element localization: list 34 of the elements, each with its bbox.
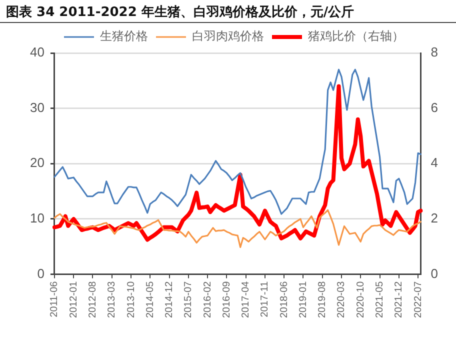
y-tick-label: 10 — [30, 210, 44, 226]
chart-title: 图表 34 2011-2022 年生猪、白羽鸡价格及比价，元/公斤 — [0, 0, 456, 23]
y2-tick-label: 0 — [430, 266, 438, 281]
x-tick-label: 2022-07 — [412, 280, 424, 318]
y-tick-label: 40 — [30, 44, 44, 60]
x-tick-label: 2012-01 — [68, 280, 80, 318]
x-tick-label: 2017-11 — [260, 280, 271, 318]
x-tick-label: 2016-02 — [202, 280, 214, 318]
x-tick-label: 2013-10 — [126, 280, 137, 318]
legend-label: 白羽肉鸡价格 — [192, 29, 264, 44]
y2-tick-label: 4 — [430, 155, 438, 170]
x-tick-label: 2019-08 — [317, 280, 328, 318]
y-tick-label: 30 — [30, 100, 44, 115]
x-tick-label: 2020-10 — [355, 280, 366, 318]
x-tick-label: 2017-04 — [240, 280, 252, 318]
x-tick-label: 2015-07 — [183, 280, 194, 318]
legend-label: 猪鸡比价（右轴） — [308, 29, 404, 44]
x-tick-label: 2013-03 — [106, 280, 118, 318]
x-tick-label: 2011-06 — [49, 280, 60, 318]
y-tick-label: 0 — [37, 266, 44, 281]
y2-tick-label: 8 — [430, 44, 438, 60]
x-tick-label: 2014-05 — [144, 280, 156, 318]
x-tick-label: 2019-01 — [298, 280, 309, 318]
x-tick-label: 2020-03 — [336, 280, 348, 318]
x-tick-label: 2018-06 — [278, 280, 290, 318]
x-tick-label: 2021-05 — [374, 280, 386, 318]
x-tick-label: 2021-12 — [394, 280, 405, 318]
y2-tick-label: 6 — [430, 100, 438, 115]
x-tick-label: 2014-12 — [164, 280, 176, 318]
legend-label: 生猪价格 — [100, 29, 148, 44]
x-tick-label: 2016-09 — [221, 280, 232, 318]
y-tick-label: 20 — [30, 155, 44, 170]
y2-tick-label: 2 — [430, 210, 438, 226]
x-tick-label: 2012-08 — [87, 280, 98, 318]
